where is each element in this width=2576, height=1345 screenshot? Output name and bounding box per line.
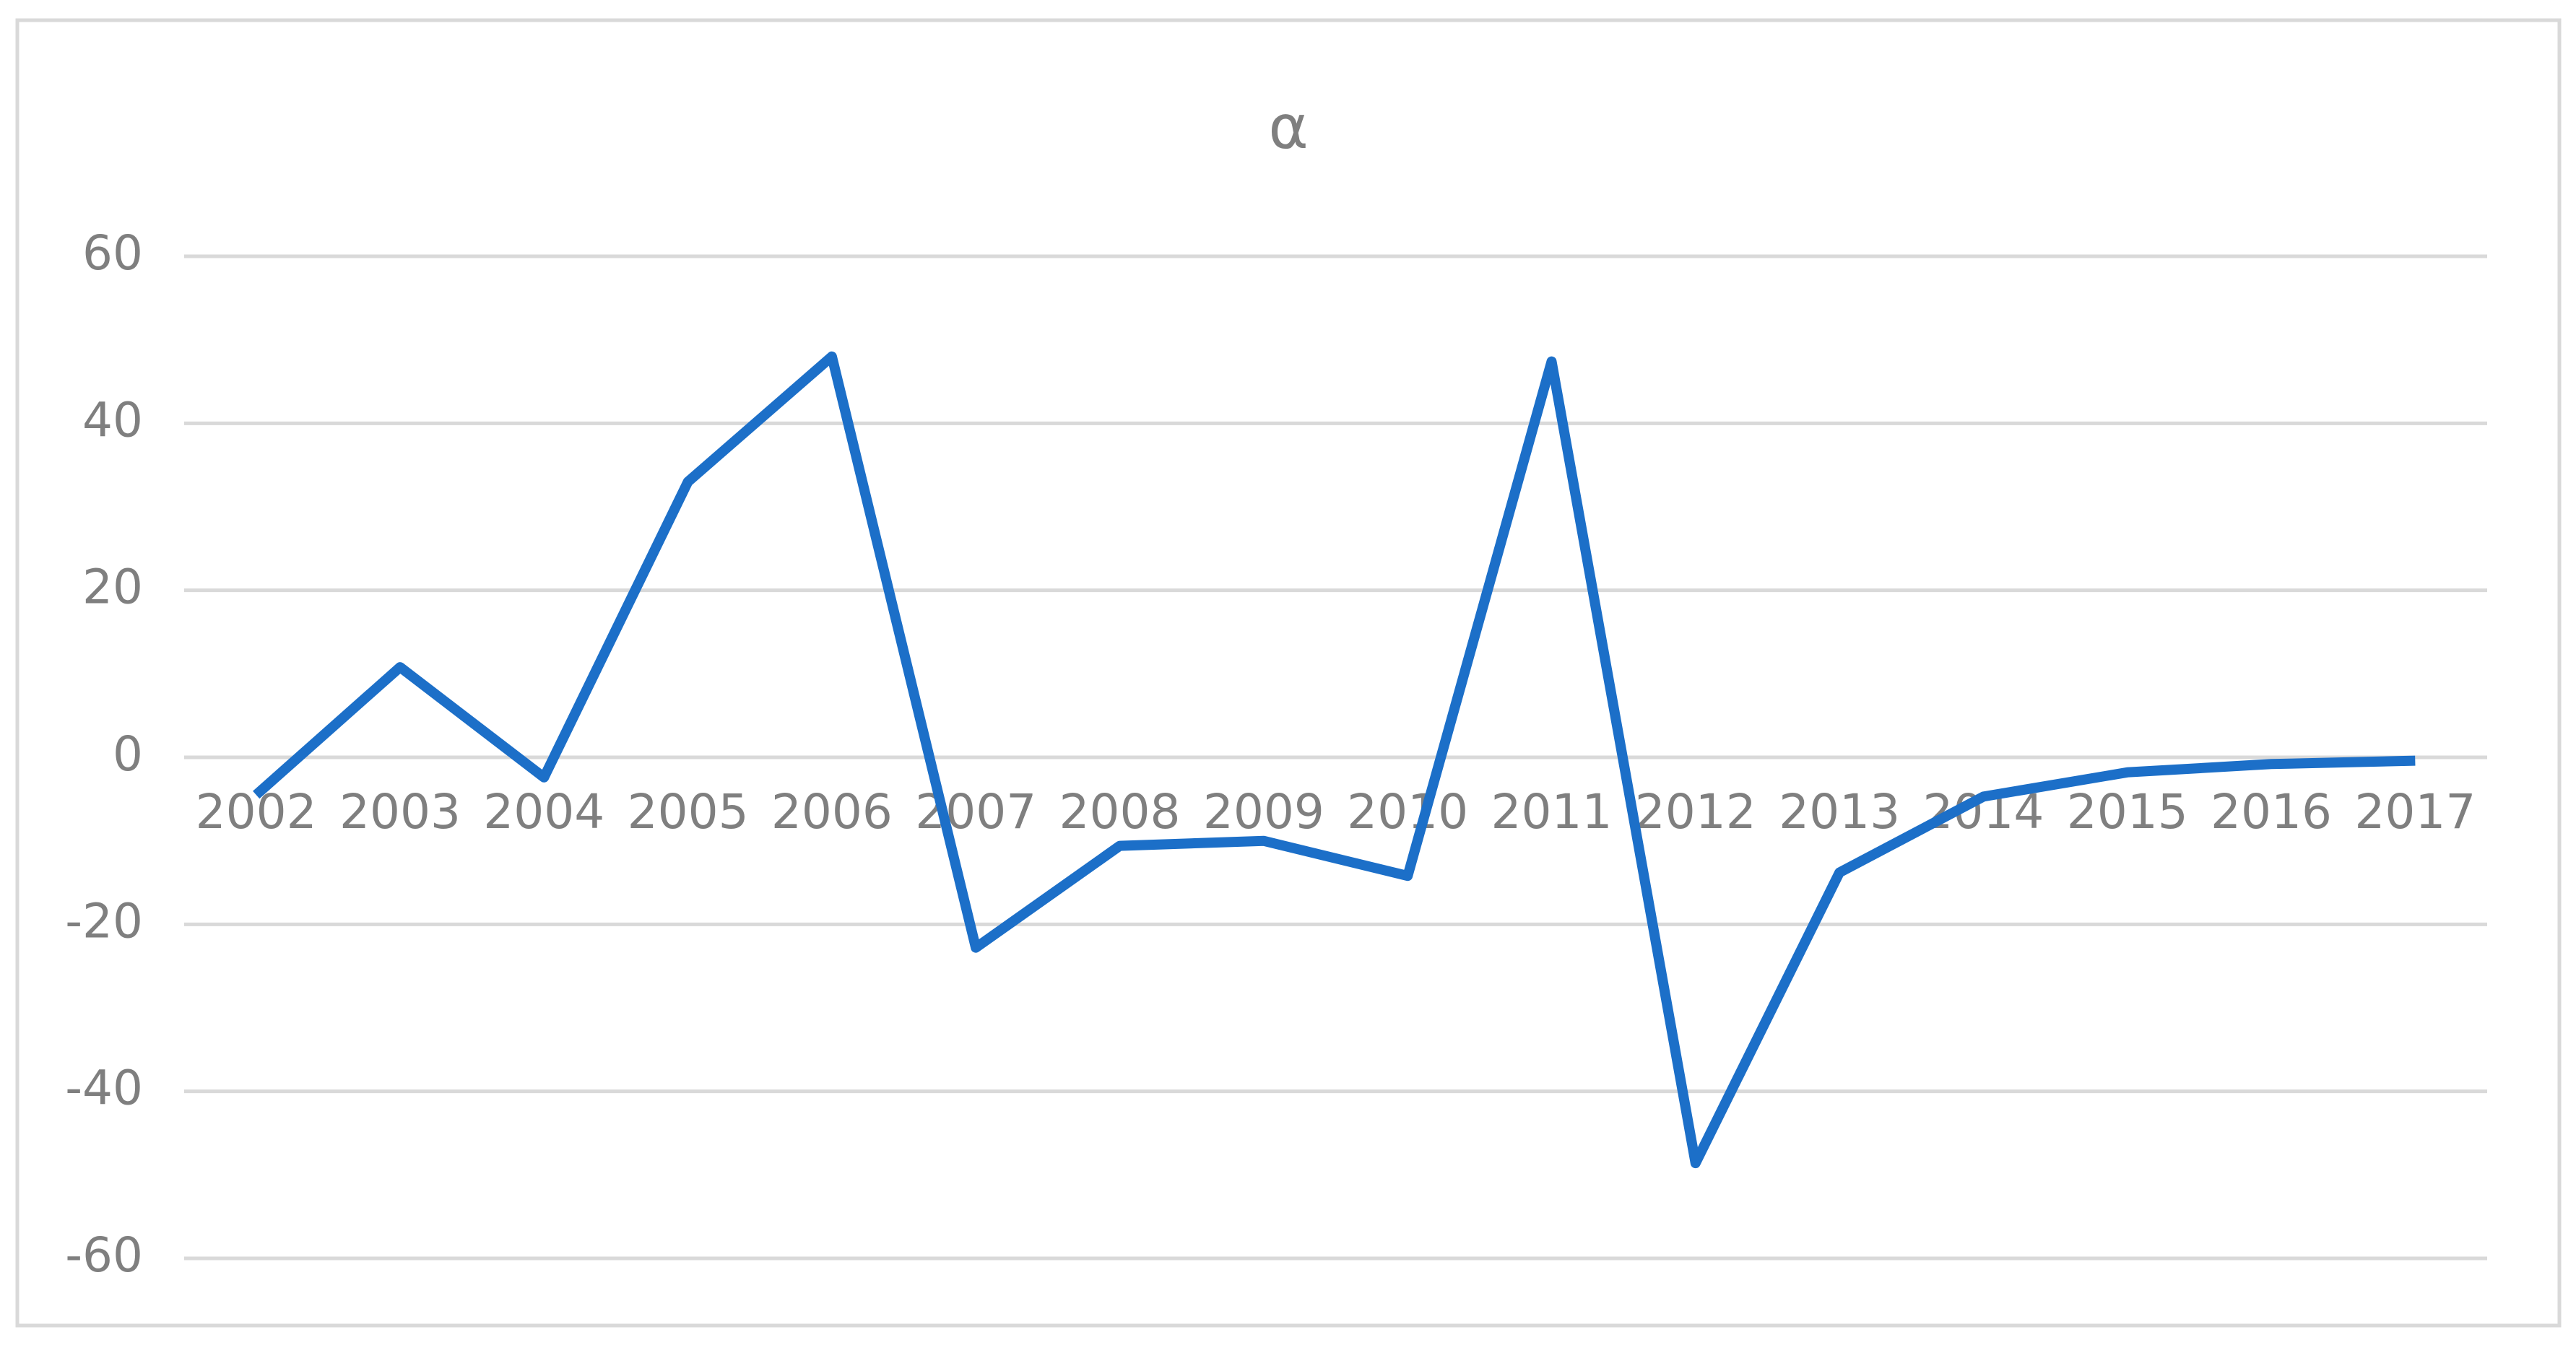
x-tick-label: 2016 [2211, 784, 2332, 840]
x-tick-label: 2006 [771, 784, 893, 840]
x-tick-label: 2008 [1059, 784, 1181, 840]
y-tick-label: 40 [82, 392, 143, 448]
x-tick-label: 2013 [1779, 784, 1900, 840]
x-tick-label: 2004 [483, 784, 604, 840]
chart-title: α [1268, 92, 1308, 162]
x-tick-label: 2017 [2354, 784, 2476, 840]
y-tick-label: 0 [113, 726, 143, 782]
x-tick-label: 2005 [628, 784, 749, 840]
y-tick-label: 60 [82, 225, 143, 281]
x-tick-label: 2003 [339, 784, 461, 840]
x-tick-label: 2012 [1635, 784, 1756, 840]
data-line [253, 351, 2416, 1169]
y-tick-label: -40 [65, 1061, 143, 1116]
y-tick-label: 20 [82, 560, 143, 615]
chart-frame [15, 18, 2562, 1328]
y-tick-label: -20 [65, 893, 143, 949]
x-tick-label: 2010 [1347, 784, 1468, 840]
x-tick-label: 2009 [1203, 784, 1324, 840]
x-tick-label: 2015 [2067, 784, 2188, 840]
y-tick-label: -60 [65, 1227, 143, 1283]
x-tick-label: 2011 [1491, 784, 1612, 840]
